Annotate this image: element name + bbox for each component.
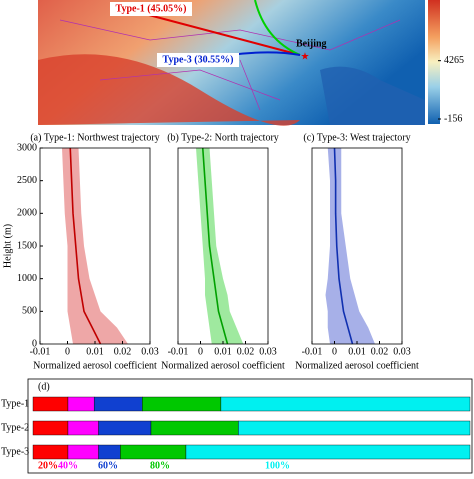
x-tick-label: 0 [332,346,337,357]
x-axis-label: Normalized aerosol coefficient [33,360,157,371]
category-label: Type-3 [1,446,29,457]
plateau [38,54,300,126]
legend-label: 20% [38,460,58,471]
panel-title: (c) Type-3: West trajectory [303,132,410,143]
panel-title: (d) [38,381,50,392]
x-tick-label: 0 [65,346,70,357]
x-tick-label: -0.01 [30,346,51,357]
x-tick-label: 0.03 [259,346,277,357]
legend-label: 60% [98,460,118,471]
x-tick-label: 0.01 [214,346,232,357]
x-tick-label: -0.01 [168,346,189,357]
panel-title: (b) Type-2: North trajectory [167,132,279,143]
x-tick-label: 0 [198,346,203,357]
map: ★ Type-1 (45.05%) Type-3 (30.55%) Beijin… [38,0,440,126]
legend-label: 100% [265,460,290,471]
x-axis-label: Normalized aerosol coefficient [295,360,419,371]
map-label: Type-3 (30.55%) [163,54,234,65]
map-label: Type-1 (45.05%) [116,3,187,14]
y-axis-label: Height (m) [2,224,13,268]
category-label: Type-1 [1,398,29,409]
x-tick-label: 0.02 [114,346,132,357]
bar-segment [67,396,95,412]
y-tick-label: 0 [32,338,37,349]
bar-segment [32,420,69,436]
panel-frame [27,378,473,474]
y-tick-label: 2000 [17,208,37,219]
bar-segment [93,396,143,412]
colorbar-tick-label: 4265 [444,55,464,66]
beijing-star: ★ [301,51,310,62]
bar-segment [150,420,239,436]
x-axis-label: Normalized aerosol coefficient [161,360,285,371]
mean-profile [201,147,229,345]
label-box [110,2,192,16]
mean-profile [333,147,354,345]
spread-band [196,148,244,344]
map-label: Beijing [296,38,327,49]
y-tick-label: 500 [22,306,37,317]
x-tick-label: 0.02 [371,346,389,357]
bar-segment [142,396,222,412]
bar-segment [32,444,69,460]
spread-band [62,148,128,344]
bar-segment [98,444,121,460]
x-tick-label: 0.02 [237,346,255,357]
sea [320,66,425,125]
bar-segment [67,444,99,460]
x-tick-label: 0.03 [393,346,411,357]
x-tick-label: -0.01 [302,346,323,357]
colorbar-tick-label: -156 [444,113,462,124]
bar-segment [238,420,471,436]
category-label: Type-2 [1,422,29,433]
bar-segment [185,444,471,460]
legend-label: 80% [150,460,170,471]
x-tick-label: 0.03 [141,346,159,357]
bar-segment [98,420,152,436]
x-tick-label: 0.01 [348,346,366,357]
bar-segment [120,444,187,460]
label-box [157,53,239,67]
trajectory-2 [254,0,301,56]
trajectory-1 [129,9,301,56]
panel-title: (a) Type-1: Northwest trajectory [30,132,159,143]
borders [59,19,401,111]
y-tick-label: 1000 [17,273,37,284]
bar-segment [32,396,69,412]
y-tick-label: 2500 [17,175,37,186]
x-tick-label: 0.01 [86,346,104,357]
bar-segment [220,396,471,412]
y-tick-label: 1500 [17,240,37,251]
legend-label: 40% [58,460,78,471]
bar-segment [67,420,99,436]
mean-profile [69,147,102,345]
spread-band [325,148,375,344]
y-tick-label: 3000 [17,142,37,153]
colorbar [428,0,440,124]
